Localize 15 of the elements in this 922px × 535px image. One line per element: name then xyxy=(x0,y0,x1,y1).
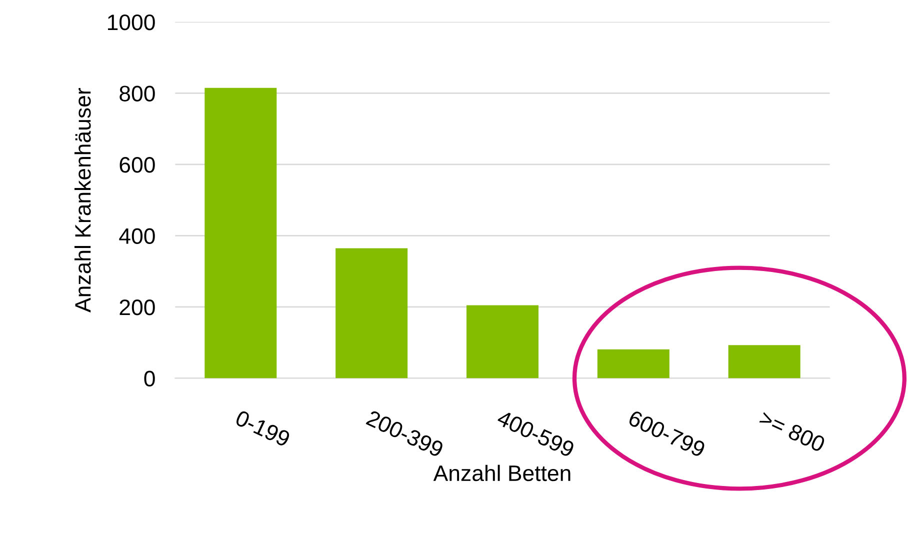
y-tick-label: 1000 xyxy=(108,14,155,30)
bar xyxy=(728,345,800,378)
y-tick-label: 600 xyxy=(120,156,155,173)
x-tick-label: >= 800 xyxy=(758,410,826,452)
y-tick-label: 0 xyxy=(144,370,155,387)
bar xyxy=(204,88,277,378)
x-axis-title: Anzahl Betten xyxy=(433,464,570,482)
y-tick-label: 200 xyxy=(120,300,155,316)
bar xyxy=(336,248,408,378)
x-tick-label: 0-199 xyxy=(234,410,291,448)
y-axis-title: Anzahl Krankenhäuser xyxy=(74,88,91,312)
y-tick-label: 400 xyxy=(119,228,155,244)
y-tick-label: 800 xyxy=(120,86,155,102)
bar xyxy=(466,305,538,378)
bar xyxy=(597,349,670,378)
